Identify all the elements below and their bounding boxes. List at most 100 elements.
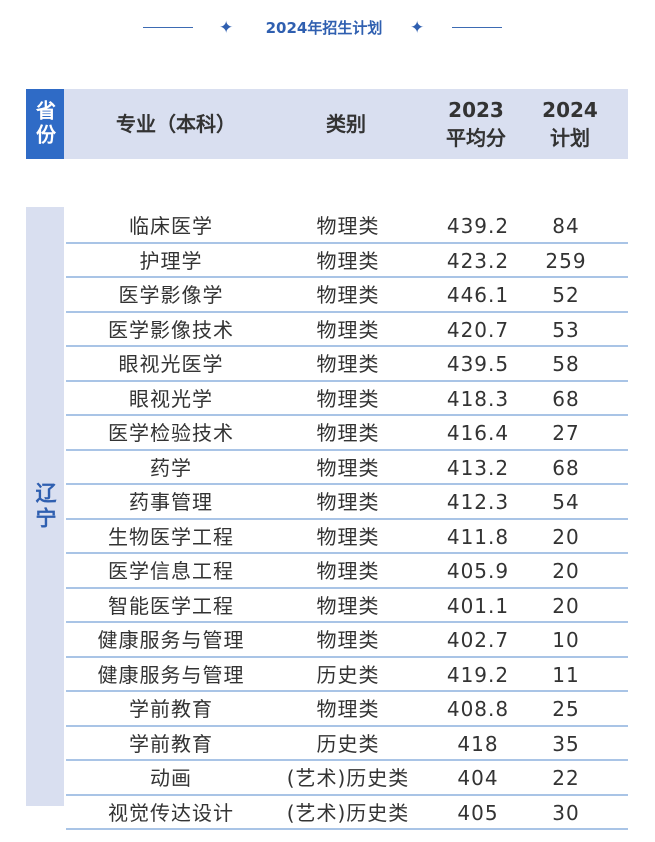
- table-row: 临床医学 物理类 439.2 84: [66, 209, 628, 244]
- province-name: 辽宁: [33, 481, 57, 532]
- plan-2024-cell: 25: [552, 697, 580, 721]
- category-cell: 物理类: [316, 421, 380, 445]
- plan-2024-cell: 22: [552, 766, 580, 790]
- header-category: 类别: [326, 112, 366, 136]
- score-2023-cell: 408.8: [446, 697, 510, 721]
- major-cell: 护理学: [139, 248, 203, 273]
- category-cell: 物理类: [316, 490, 380, 514]
- plan-2024-cell: 58: [552, 352, 580, 376]
- table-row: 医学信息工程 物理类 405.9 20: [66, 554, 628, 589]
- score-2023-cell: 416.4: [446, 421, 510, 445]
- score-2023-cell: 439.2: [446, 214, 510, 238]
- category-cell: (艺术)历史类: [286, 800, 410, 825]
- score-2023-cell: 439.5: [446, 352, 510, 376]
- plan-2024-cell: 27: [552, 421, 580, 445]
- table-row: 视觉传达设计 (艺术)历史类 405 30: [66, 796, 628, 830]
- category-cell: 历史类: [316, 731, 380, 756]
- table-row: 眼视光学 物理类 418.3 68: [66, 382, 628, 416]
- category-cell: 物理类: [316, 593, 380, 618]
- title-divider-left: [143, 27, 193, 28]
- table-row: 动画 (艺术)历史类 404 22: [66, 761, 628, 796]
- table-row: 护理学 物理类 423.2 259: [66, 244, 628, 278]
- category-cell: 物理类: [316, 386, 380, 411]
- table-row: 眼视光医学 物理类 439.5 58: [66, 347, 628, 382]
- table-row: 药学 物理类 413.2 68: [66, 451, 628, 485]
- table-row: 药事管理 物理类 412.3 54: [66, 485, 628, 520]
- major-cell: 医学影像技术: [108, 317, 234, 342]
- table-row: 医学检验技术 物理类 416.4 27: [66, 416, 628, 451]
- plan-2024-cell: 84: [552, 214, 580, 238]
- table-row: 健康服务与管理 物理类 402.7 10: [66, 623, 628, 658]
- score-2023-cell: 418.3: [446, 386, 510, 411]
- table-body: 临床医学 物理类 439.2 84 护理学 物理类 423.2 259 医学影像学 物理类 446.…: [66, 209, 628, 830]
- sparkle-icon: ✦: [410, 18, 425, 38]
- plan-2024-cell: 53: [552, 317, 580, 342]
- major-cell: 生物医学工程: [108, 524, 234, 549]
- category-cell: 物理类: [316, 214, 380, 238]
- category-cell: 物理类: [316, 455, 380, 480]
- score-2023-cell: 423.2: [446, 248, 510, 273]
- plan-2024-cell: 68: [552, 455, 580, 480]
- province-column: 辽宁: [26, 207, 64, 806]
- major-cell: 医学检验技术: [108, 421, 234, 445]
- score-2023-cell: 446.1: [446, 283, 510, 307]
- category-cell: 物理类: [316, 317, 380, 342]
- plan-2024-cell: 68: [552, 386, 580, 411]
- major-cell: 健康服务与管理: [97, 628, 245, 652]
- plan-2024-cell: 20: [552, 559, 580, 583]
- score-2023-cell: 405: [457, 800, 499, 825]
- category-cell: 物理类: [316, 524, 380, 549]
- header-province: 省份: [26, 89, 64, 159]
- category-cell: 历史类: [316, 662, 380, 687]
- category-cell: 物理类: [316, 283, 380, 307]
- score-2023-cell: 418: [457, 731, 499, 756]
- page-title-bar: ✦ 2024年招生计划 ✦: [0, 14, 655, 42]
- category-cell: 物理类: [316, 248, 380, 273]
- category-cell: 物理类: [316, 628, 380, 652]
- score-2023-cell: 420.7: [446, 317, 510, 342]
- table-row: 医学影像学 物理类 446.1 52: [66, 278, 628, 313]
- score-2023-cell: 419.2: [446, 662, 510, 687]
- score-2023-cell: 404: [457, 766, 499, 790]
- table-row: 智能医学工程 物理类 401.1 20: [66, 589, 628, 623]
- plan-2024-cell: 259: [545, 248, 587, 273]
- plan-2024-cell: 11: [552, 662, 580, 687]
- score-2023-cell: 405.9: [446, 559, 510, 583]
- major-cell: 眼视光学: [129, 386, 213, 411]
- header-major: 专业（本科）: [116, 112, 236, 136]
- score-2023-cell: 411.8: [446, 524, 510, 549]
- plan-2024-cell: 52: [552, 283, 580, 307]
- major-cell: 智能医学工程: [108, 593, 234, 618]
- title-divider-right: [452, 27, 502, 28]
- sparkle-icon: ✦: [219, 18, 234, 38]
- plan-2024-cell: 10: [552, 628, 580, 652]
- plan-2024-cell: 30: [552, 800, 580, 825]
- table-row: 生物医学工程 物理类 411.8 20: [66, 520, 628, 554]
- score-2023-cell: 402.7: [446, 628, 510, 652]
- major-cell: 医学信息工程: [108, 559, 234, 583]
- major-cell: 学前教育: [129, 697, 213, 721]
- header-plan-2024: 2024 计划: [542, 98, 598, 150]
- plan-2024-cell: 35: [552, 731, 580, 756]
- major-cell: 药学: [150, 455, 192, 480]
- category-cell: 物理类: [316, 559, 380, 583]
- header-score-2023: 2023 平均分: [446, 98, 506, 150]
- category-cell: (艺术)历史类: [286, 766, 410, 790]
- major-cell: 眼视光医学: [118, 352, 224, 376]
- table-header: 省份 专业（本科） 类别 2023 平均分 2024 计划: [26, 89, 628, 159]
- table-row: 健康服务与管理 历史类 419.2 11: [66, 658, 628, 692]
- plan-2024-cell: 54: [552, 490, 580, 514]
- major-cell: 药事管理: [129, 490, 213, 514]
- plan-2024-cell: 20: [552, 524, 580, 549]
- major-cell: 学前教育: [129, 731, 213, 756]
- table-row: 学前教育 物理类 408.8 25: [66, 692, 628, 727]
- major-cell: 医学影像学: [118, 283, 224, 307]
- table-row: 学前教育 历史类 418 35: [66, 727, 628, 761]
- score-2023-cell: 413.2: [446, 455, 510, 480]
- major-cell: 健康服务与管理: [97, 662, 245, 687]
- category-cell: 物理类: [316, 352, 380, 376]
- major-cell: 临床医学: [129, 214, 213, 238]
- category-cell: 物理类: [316, 697, 380, 721]
- major-cell: 视觉传达设计: [108, 800, 234, 825]
- page-title: 2024年招生计划: [265, 19, 383, 37]
